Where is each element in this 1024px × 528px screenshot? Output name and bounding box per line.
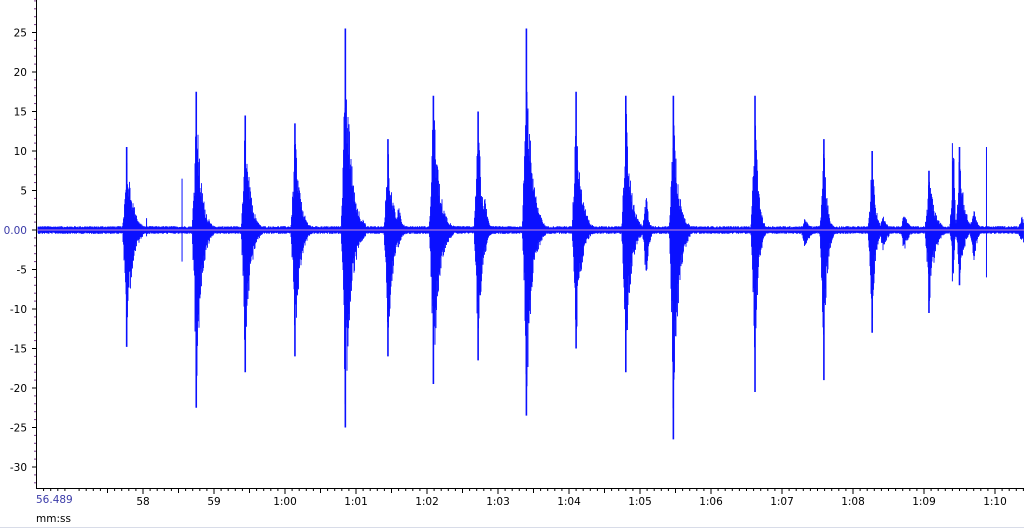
y-tick-label: -20 — [10, 383, 27, 395]
x-tick-label: 1:07 — [770, 496, 794, 508]
x-tick-label: 1:08 — [841, 496, 865, 508]
x-tick-label: 58 — [136, 496, 149, 508]
x-tick-label: 1:02 — [415, 496, 439, 508]
y-tick-label: 5 — [20, 186, 27, 198]
y-tick-label: -10 — [10, 304, 27, 316]
y-tick-label: -5 — [17, 265, 27, 277]
waveform-series — [37, 28, 1024, 440]
y-axis-tick-labels: 25 20 15 10 5 0.00 -5 -10 -15 -20 -25 -30 — [4, 28, 37, 474]
y-tick-label: -30 — [10, 462, 27, 474]
y-tick-label: 20 — [14, 67, 27, 79]
x-tick-label: 1:10 — [983, 496, 1007, 508]
y-tick-label: 10 — [14, 146, 27, 158]
y-tick-label: 15 — [14, 107, 27, 119]
x-axis-title: mm:ss — [36, 513, 71, 525]
x-tick-label: 1:05 — [628, 496, 652, 508]
x-tick-label: 59 — [207, 496, 220, 508]
x-start-label: 56.489 — [36, 494, 73, 506]
y-tick-label: -15 — [10, 344, 27, 356]
x-tick-label: 1:09 — [912, 496, 936, 508]
y-tick-label: -25 — [10, 423, 27, 435]
x-tick-label: 1:06 — [699, 496, 723, 508]
x-tick-label: 1:00 — [273, 496, 297, 508]
y-tick-label: 25 — [14, 28, 27, 40]
x-tick-label: 1:04 — [557, 496, 581, 508]
x-tick-label: 1:01 — [344, 496, 368, 508]
x-tick-label: 1:03 — [486, 496, 510, 508]
x-axis-tick-labels: 58 59 1:00 1:01 1:02 1:03 1:04 1:05 1:06 1:07 1:08… — [136, 488, 1007, 508]
y-tick-label: 0.00 — [4, 225, 27, 237]
